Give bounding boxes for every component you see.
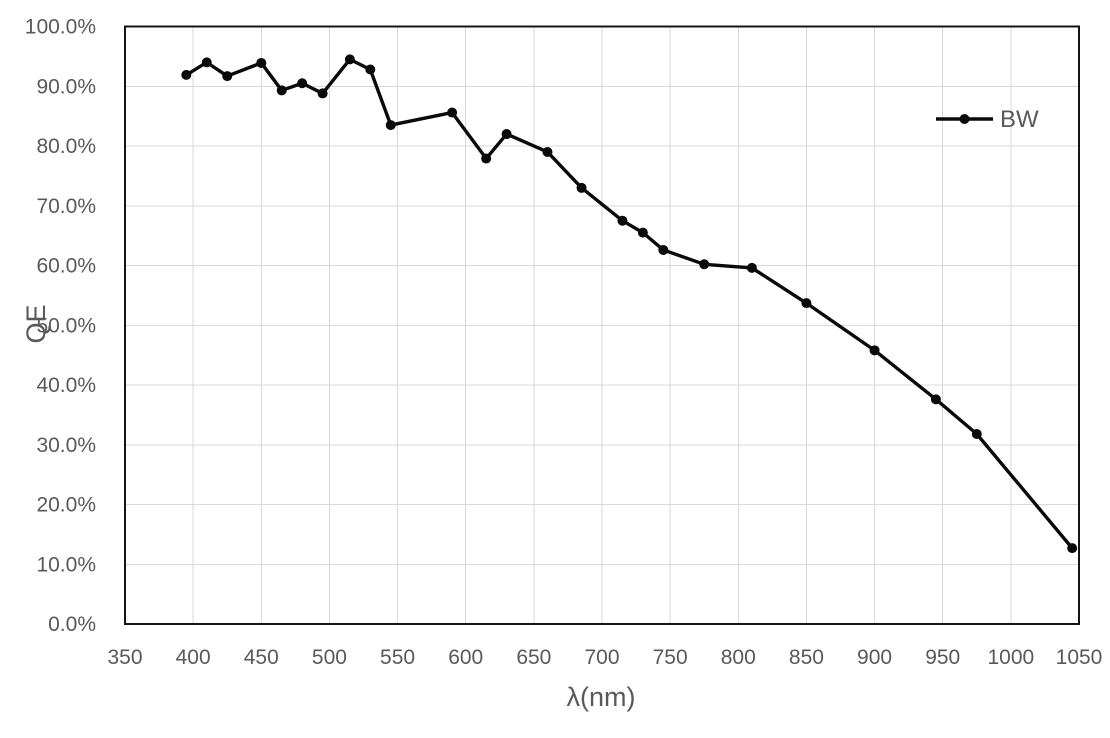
y-tick-label: 50.0% [36,314,96,337]
data-point-marker [576,182,587,193]
data-point-marker [276,85,287,96]
data-point-marker [501,129,512,140]
data-point-marker [801,298,812,309]
y-tick-label: 10.0% [36,553,96,576]
data-point-marker [869,345,880,356]
x-tick-label: 450 [244,646,279,669]
gridlines [125,26,1079,624]
data-point-marker [930,394,941,405]
data-point-marker [617,215,628,226]
y-tick-label: 40.0% [36,374,96,397]
data-point-marker [365,64,376,75]
data-point-marker [971,428,982,439]
data-point-marker [658,244,669,255]
y-tick-label: 90.0% [36,75,96,98]
y-tick-label: 100.0% [25,16,96,39]
series-line [184,57,1074,550]
data-point-marker [256,57,267,68]
data-point-marker [447,107,458,118]
y-tick-label: 20.0% [36,494,96,517]
data-point-marker [222,71,233,82]
data-point-marker [542,146,553,157]
x-tick-label: 950 [925,646,960,669]
x-tick-label: 400 [176,646,211,669]
x-tick-label: 650 [516,646,551,669]
x-tick-label: 800 [721,646,756,669]
data-point-marker [181,69,192,80]
x-tick-label: 1050 [1056,646,1103,669]
y-tick-label: 80.0% [36,135,96,158]
y-axis-tick-labels: 0.0% 10.0% 20.0% 30.0% 40.0% 50.0% 60.0% 70.0% 8… [25,16,96,637]
data-point-marker [746,262,757,273]
y-tick-label: 60.0% [36,255,96,278]
data-point-marker [344,54,355,65]
data-point-marker [201,57,212,68]
x-tick-label: 350 [107,646,142,669]
x-axis-title: λ(nm) [567,682,636,712]
data-point-marker [637,227,648,238]
legend-marker-icon [959,114,970,124]
x-axis-tick-labels: 350 400 450 500 550 600 650 700 750 800 850 900 950 1… [107,646,1102,669]
data-point-marker [1067,543,1078,554]
x-tick-label: 750 [653,646,688,669]
x-tick-label: 550 [380,646,415,669]
y-tick-label: 30.0% [36,434,96,457]
data-point-marker [699,259,710,270]
data-point-marker [385,120,396,131]
legend-series-label: BW [1000,106,1039,133]
x-tick-label: 1000 [987,646,1034,669]
y-tick-label: 0.0% [48,613,96,636]
data-point-marker [297,78,308,89]
y-tick-label: 70.0% [36,195,96,218]
plot-area-border [124,25,1080,625]
data-point-marker [481,153,492,164]
x-tick-label: 600 [448,646,483,669]
x-tick-label: 700 [584,646,619,669]
x-tick-label: 900 [857,646,892,669]
x-tick-label: 850 [789,646,824,669]
x-tick-label: 500 [312,646,347,669]
legend: BW [936,106,1039,133]
series-bw [181,54,1078,554]
data-point-marker [317,88,328,99]
y-axis-title: QE [21,304,51,343]
